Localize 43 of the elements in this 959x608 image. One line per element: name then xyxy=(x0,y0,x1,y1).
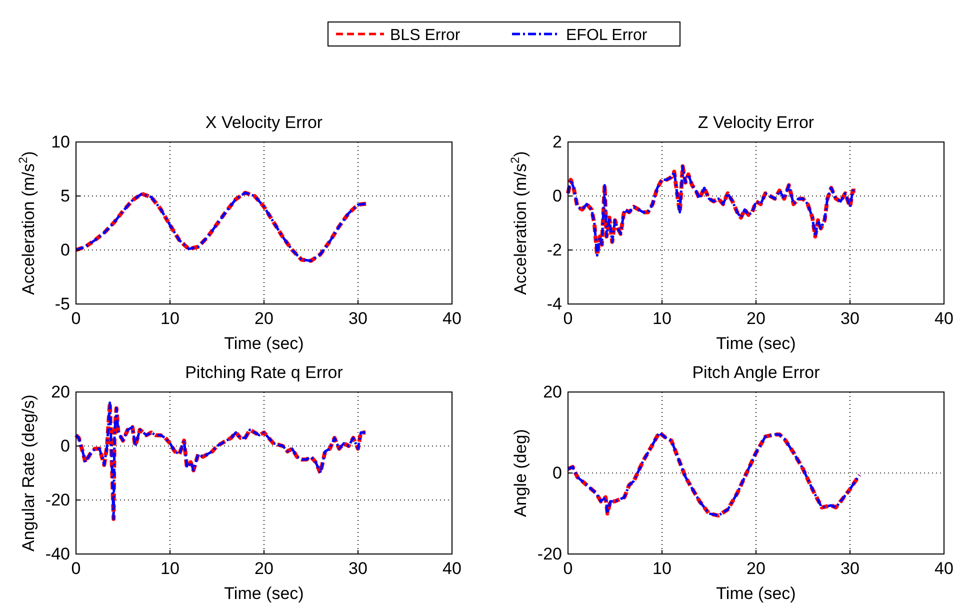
x-tick-label: 20 xyxy=(254,309,274,328)
y-tick-label: -40 xyxy=(45,544,70,564)
chart-title: X Velocity Error xyxy=(205,113,323,132)
y-tick-label: -4 xyxy=(546,294,562,314)
chart-title: Pitch Angle Error xyxy=(692,363,820,382)
x-tick-label: 20 xyxy=(254,559,274,578)
x-tick-label: 10 xyxy=(652,309,672,328)
x-axis-title: Time (sec) xyxy=(716,334,796,353)
x-tick-label: 40 xyxy=(934,559,954,578)
y-tick-label: 0 xyxy=(552,463,562,482)
legend-label: BLS Error xyxy=(390,27,461,44)
y-axis-title: Angular Rate (deg/s) xyxy=(19,394,38,552)
x-tick-label: 10 xyxy=(652,559,672,578)
x-tick-label: 20 xyxy=(746,559,766,578)
y-axis-title: Angle (deg) xyxy=(511,429,530,517)
y-tick-label: 0 xyxy=(60,240,70,260)
x-tick-label: 20 xyxy=(746,309,766,328)
x-tick-label: 30 xyxy=(348,559,368,578)
y-tick-label: 20 xyxy=(543,382,562,402)
y-tick-label: -5 xyxy=(54,294,70,314)
x-tick-label: 30 xyxy=(840,309,860,328)
x-tick-label: 40 xyxy=(442,309,462,328)
chart-title: Z Velocity Error xyxy=(698,113,814,132)
x-tick-label: 30 xyxy=(348,309,368,328)
y-tick-label: 20 xyxy=(51,382,70,402)
x-tick-label: 10 xyxy=(160,309,180,328)
legend-label: EFOL Error xyxy=(566,27,648,44)
x-tick-label: 40 xyxy=(442,559,462,578)
y-tick-label: 2 xyxy=(552,132,562,152)
x-axis-title: Time (sec) xyxy=(716,584,796,603)
chart-title: Pitching Rate q Error xyxy=(185,363,344,382)
y-tick-label: 0 xyxy=(552,186,562,206)
x-tick-label: 30 xyxy=(840,559,860,578)
x-axis-title: Time (sec) xyxy=(224,334,304,353)
x-tick-label: 10 xyxy=(160,559,180,578)
x-axis-title: Time (sec) xyxy=(224,584,304,603)
y-tick-label: 0 xyxy=(60,436,70,456)
y-tick-label: 10 xyxy=(51,132,70,152)
y-tick-label: -20 xyxy=(537,544,562,564)
x-tick-label: 40 xyxy=(934,309,954,328)
y-tick-label: -20 xyxy=(45,490,70,510)
y-tick-label: 5 xyxy=(60,186,70,206)
y-tick-label: -2 xyxy=(546,240,562,260)
